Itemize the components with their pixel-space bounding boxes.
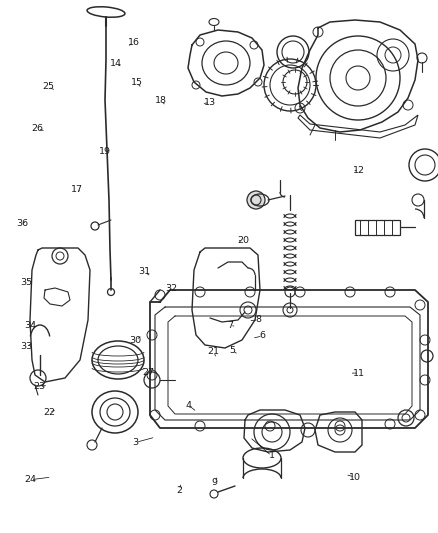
Text: 7: 7 [227, 321, 233, 329]
Text: 21: 21 [208, 348, 220, 356]
Text: 27: 27 [142, 368, 154, 376]
Text: 14: 14 [110, 60, 122, 68]
Text: 1: 1 [268, 451, 275, 460]
Text: 22: 22 [43, 408, 55, 417]
Text: 13: 13 [204, 98, 216, 107]
Text: 23: 23 [33, 383, 46, 391]
Text: 35: 35 [20, 278, 32, 287]
Text: 18: 18 [155, 96, 167, 104]
Text: 26: 26 [32, 125, 44, 133]
Text: 6: 6 [260, 332, 266, 340]
Text: 3: 3 [133, 438, 139, 447]
Text: 34: 34 [24, 321, 36, 329]
Text: 19: 19 [99, 148, 111, 156]
Text: 31: 31 [138, 268, 151, 276]
Text: 4: 4 [185, 401, 191, 409]
Text: 11: 11 [353, 369, 365, 377]
Text: 16: 16 [127, 38, 140, 47]
Text: 25: 25 [42, 83, 54, 91]
Text: 20: 20 [237, 237, 249, 245]
Text: 9: 9 [212, 478, 218, 487]
Text: 24: 24 [25, 475, 37, 484]
Text: 2: 2 [177, 486, 183, 495]
Text: 15: 15 [131, 78, 143, 87]
Text: 10: 10 [349, 473, 361, 481]
Circle shape [247, 191, 265, 209]
Text: 32: 32 [165, 285, 177, 293]
Text: 12: 12 [353, 166, 365, 175]
Text: 8: 8 [255, 316, 261, 324]
Text: 33: 33 [20, 342, 32, 351]
Text: 30: 30 [130, 336, 142, 344]
Text: 5: 5 [229, 346, 235, 355]
Text: 17: 17 [71, 185, 83, 194]
Text: 36: 36 [16, 220, 28, 228]
